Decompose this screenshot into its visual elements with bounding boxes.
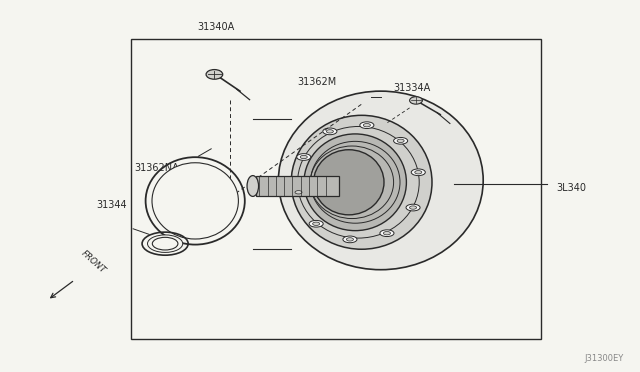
Ellipse shape <box>247 176 259 196</box>
Ellipse shape <box>360 122 374 129</box>
Ellipse shape <box>364 124 371 127</box>
Ellipse shape <box>412 169 426 176</box>
Ellipse shape <box>326 130 333 133</box>
Ellipse shape <box>148 235 183 252</box>
Ellipse shape <box>383 231 390 235</box>
Ellipse shape <box>397 139 404 142</box>
Ellipse shape <box>346 238 353 241</box>
Text: 31362M: 31362M <box>297 77 337 87</box>
Text: 31334A: 31334A <box>394 83 431 93</box>
Ellipse shape <box>415 171 422 174</box>
Text: J31300EY: J31300EY <box>585 354 624 363</box>
Ellipse shape <box>304 134 406 231</box>
Text: 31362NA: 31362NA <box>134 163 179 173</box>
Ellipse shape <box>309 220 323 227</box>
Ellipse shape <box>314 150 384 215</box>
Ellipse shape <box>406 204 420 211</box>
Text: 31340A: 31340A <box>198 22 235 32</box>
Ellipse shape <box>278 91 483 270</box>
Ellipse shape <box>291 115 432 249</box>
Ellipse shape <box>295 190 302 194</box>
Ellipse shape <box>394 138 408 144</box>
Ellipse shape <box>152 163 238 239</box>
Ellipse shape <box>313 222 320 225</box>
Circle shape <box>206 70 223 79</box>
Text: FRONT: FRONT <box>79 249 108 275</box>
Ellipse shape <box>410 206 417 209</box>
Ellipse shape <box>343 236 357 243</box>
Ellipse shape <box>380 230 394 237</box>
Ellipse shape <box>323 128 337 135</box>
Text: 3L340: 3L340 <box>557 183 587 193</box>
Text: 31344: 31344 <box>97 200 127 210</box>
Circle shape <box>410 97 422 104</box>
Ellipse shape <box>297 154 311 160</box>
Polygon shape <box>256 176 339 196</box>
Ellipse shape <box>300 155 307 159</box>
Ellipse shape <box>291 189 305 196</box>
Bar <box>131 39 541 339</box>
